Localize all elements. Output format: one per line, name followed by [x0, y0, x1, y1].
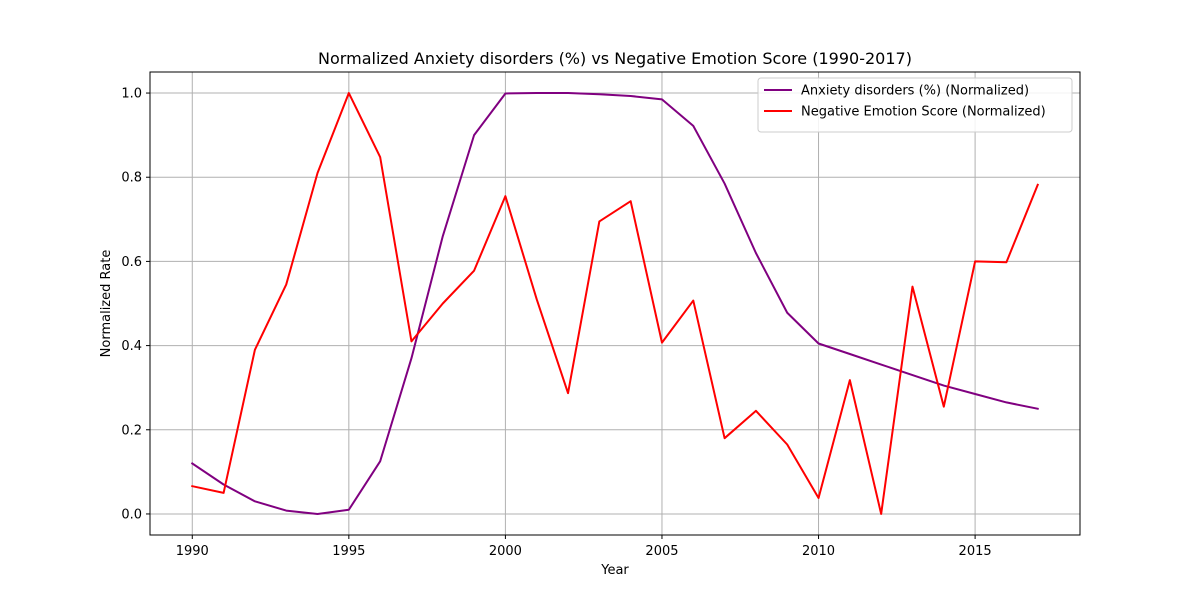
legend-box — [757, 77, 1073, 133]
y-tick-label: 0.2 — [121, 423, 142, 438]
legend: Anxiety disorders (%) (Normalized) Negati… — [757, 77, 1073, 133]
plot-frame — [149, 71, 1081, 536]
series-line-2 — [191, 92, 1040, 515]
x-tick-label: 2005 — [645, 544, 678, 559]
legend-label-2: Negative Emotion Score (Normalized) — [801, 105, 1046, 120]
x-tick-label: 1995 — [332, 544, 365, 559]
axis-ticks: 1990 1995 2000 2005 2010 2015 0.0 0.2 0.4 0.6 0.8 1… — [121, 87, 991, 559]
y-tick-label: 0.6 — [121, 255, 142, 270]
x-tick-label: 1990 — [176, 544, 209, 559]
y-tick-label: 0.8 — [121, 171, 142, 186]
x-tick-label: 2010 — [802, 544, 835, 559]
y-tick-label: 0.0 — [121, 507, 142, 522]
legend-label-1: Anxiety disorders (%) (Normalized) — [801, 84, 1029, 99]
y-tick-label: 1.0 — [121, 87, 142, 102]
x-tick-label: 2000 — [489, 544, 522, 559]
x-axis-label: Year — [600, 563, 629, 578]
x-tick-label: 2015 — [959, 544, 992, 559]
series-line-1 — [190, 92, 1039, 515]
y-axis-label: Normalized Rate — [99, 250, 114, 358]
chart-title: Normalized Anxiety disorders (%) vs Nega… — [318, 49, 912, 68]
series-lines — [190, 92, 1040, 515]
y-tick-label: 0.4 — [121, 339, 142, 354]
grid — [150, 72, 1080, 535]
